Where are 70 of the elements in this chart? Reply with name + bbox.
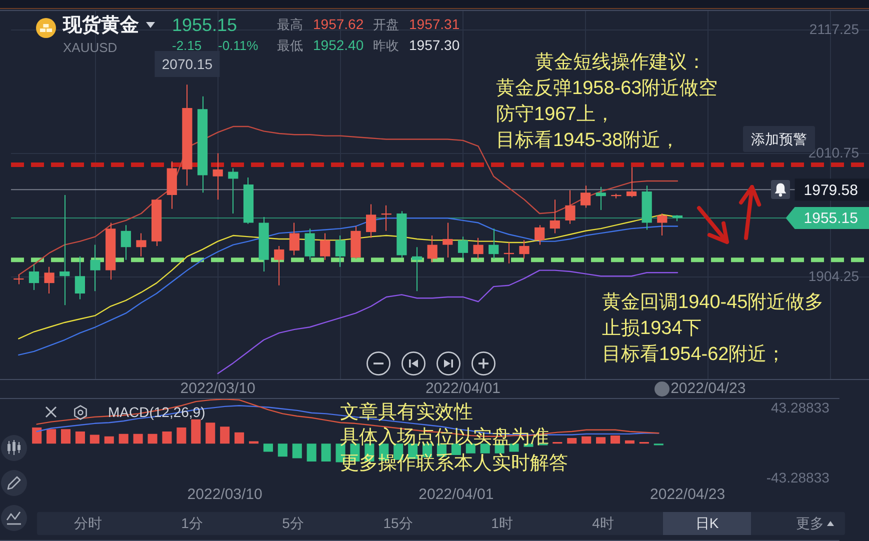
annotation: 1955.15: [172, 14, 238, 36]
annotation: 1957.62: [313, 15, 364, 33]
annotation: 2070.15: [154, 50, 220, 77]
bar: [292, 444, 302, 458]
bar: [148, 434, 158, 444]
y-tick-label: 43.28833: [770, 399, 830, 416]
annotation: 最低: [277, 36, 303, 54]
bar: [32, 427, 42, 444]
annotation: 4时: [591, 514, 615, 533]
bar: [624, 440, 634, 444]
bar: [75, 432, 85, 444]
ref-line-label: 1955.15: [804, 210, 858, 228]
ref-line-label: 1979.58: [804, 182, 858, 199]
annotation: 1分: [180, 514, 204, 533]
annotation: 昨收: [373, 36, 399, 54]
bar: [176, 427, 186, 444]
annotation: 1时: [490, 514, 514, 533]
bar: [248, 441, 259, 444]
y-tick-label: -43.28833: [766, 470, 830, 486]
text: XAUUSD: [63, 38, 118, 56]
bar: [234, 432, 244, 444]
annotation: 1957.30: [409, 36, 460, 54]
bar: [104, 436, 114, 444]
bar: [46, 429, 56, 444]
bar: [206, 422, 216, 444]
bar: [263, 444, 273, 452]
annotation: 5分: [281, 514, 305, 533]
annotation: 最高: [277, 16, 303, 32]
x-tick-label: 2022/04/23: [650, 486, 726, 504]
chart-title: 现货黄金: [63, 14, 139, 38]
bar: [610, 436, 620, 444]
bar: [596, 437, 606, 444]
bar: [191, 419, 201, 444]
annotation: 1957.31: [409, 15, 460, 33]
bar: [162, 432, 172, 444]
bar: [567, 438, 577, 444]
annotation: 黄金短线操作建议：: [535, 50, 706, 74]
annotation: 更多: [795, 514, 825, 533]
annotation: 日K: [663, 512, 751, 535]
annotation: 目标看1954-62附近；: [602, 342, 786, 366]
x-tick-label: 2022/03/10: [180, 380, 256, 398]
annotation: 15分: [382, 514, 414, 533]
annotation: 开盘: [373, 16, 399, 32]
candlestick: [412, 247, 422, 292]
x-tick-label: 2022/04/23: [670, 380, 746, 398]
x-tick-label: 2022/04/01: [418, 486, 494, 504]
bar: [60, 429, 71, 444]
bar: [118, 434, 128, 444]
x-tick-label: 2022/04/01: [425, 380, 501, 398]
bar: [321, 444, 331, 462]
bar: [278, 444, 288, 457]
annotation: 添加预警: [751, 131, 807, 147]
annotation: 防守1967上，: [496, 102, 614, 126]
bar: [582, 436, 592, 444]
annotation: 目标看1945-38附近，: [496, 128, 680, 152]
annotation: 分时: [73, 514, 103, 533]
bar: [451, 444, 461, 455]
annotation: 止损1934下: [602, 316, 702, 340]
bar: [133, 434, 143, 444]
annotation: 黄金反弹1958-63附近做空: [496, 76, 718, 100]
y-tick-label: 1904.25: [808, 268, 860, 284]
y-tick-label: 2117.25: [809, 20, 860, 37]
annotation: -0.11%: [218, 36, 258, 54]
annotation: -2.15: [172, 36, 202, 54]
annotation: 黄金回调1940-45附近做多: [602, 290, 824, 314]
annotation: 1952.40: [313, 36, 364, 54]
bar: [90, 434, 100, 444]
x-tick-label: 2022/03/10: [187, 486, 262, 504]
bar: [220, 426, 230, 444]
bar: [306, 444, 316, 462]
